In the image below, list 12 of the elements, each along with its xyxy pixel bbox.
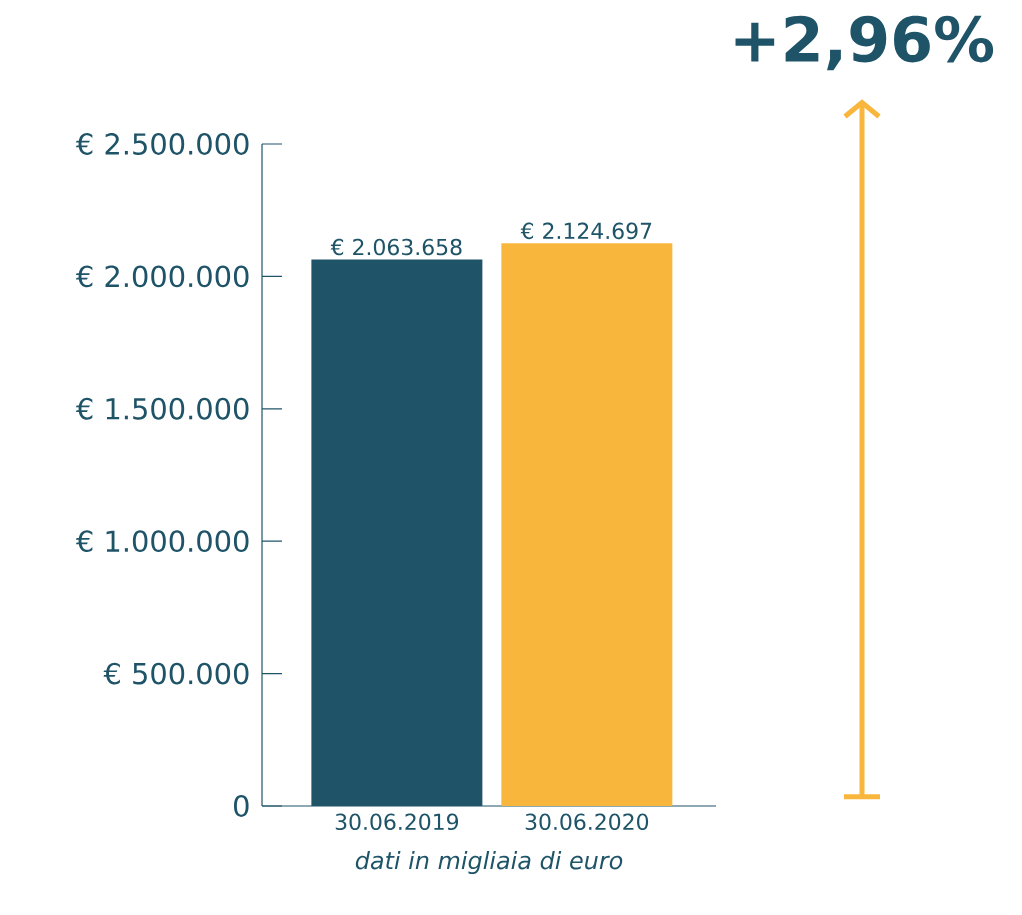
data-label: € 2.124.697 [520, 222, 652, 240]
data-label: € 2.063.658 [330, 238, 462, 256]
text: +2,96% [735, 15, 994, 71]
y-tick-label: 0 [234, 795, 249, 817]
y-tick-label: € 1.500.000 [75, 397, 249, 420]
y-tick-label: € 1.000.000 [75, 530, 249, 553]
y-tick-label: € 500.000 [103, 662, 249, 685]
x-tick-label: 30.06.2019 [335, 813, 459, 831]
y-tick-label: € 2.000.000 [75, 265, 249, 288]
x-axis-title: dati in migliaia di euro [355, 850, 623, 875]
y-tick-label: € 2.500.000 [75, 133, 249, 155]
x-tick-label: 30.06.2020 [525, 813, 649, 831]
